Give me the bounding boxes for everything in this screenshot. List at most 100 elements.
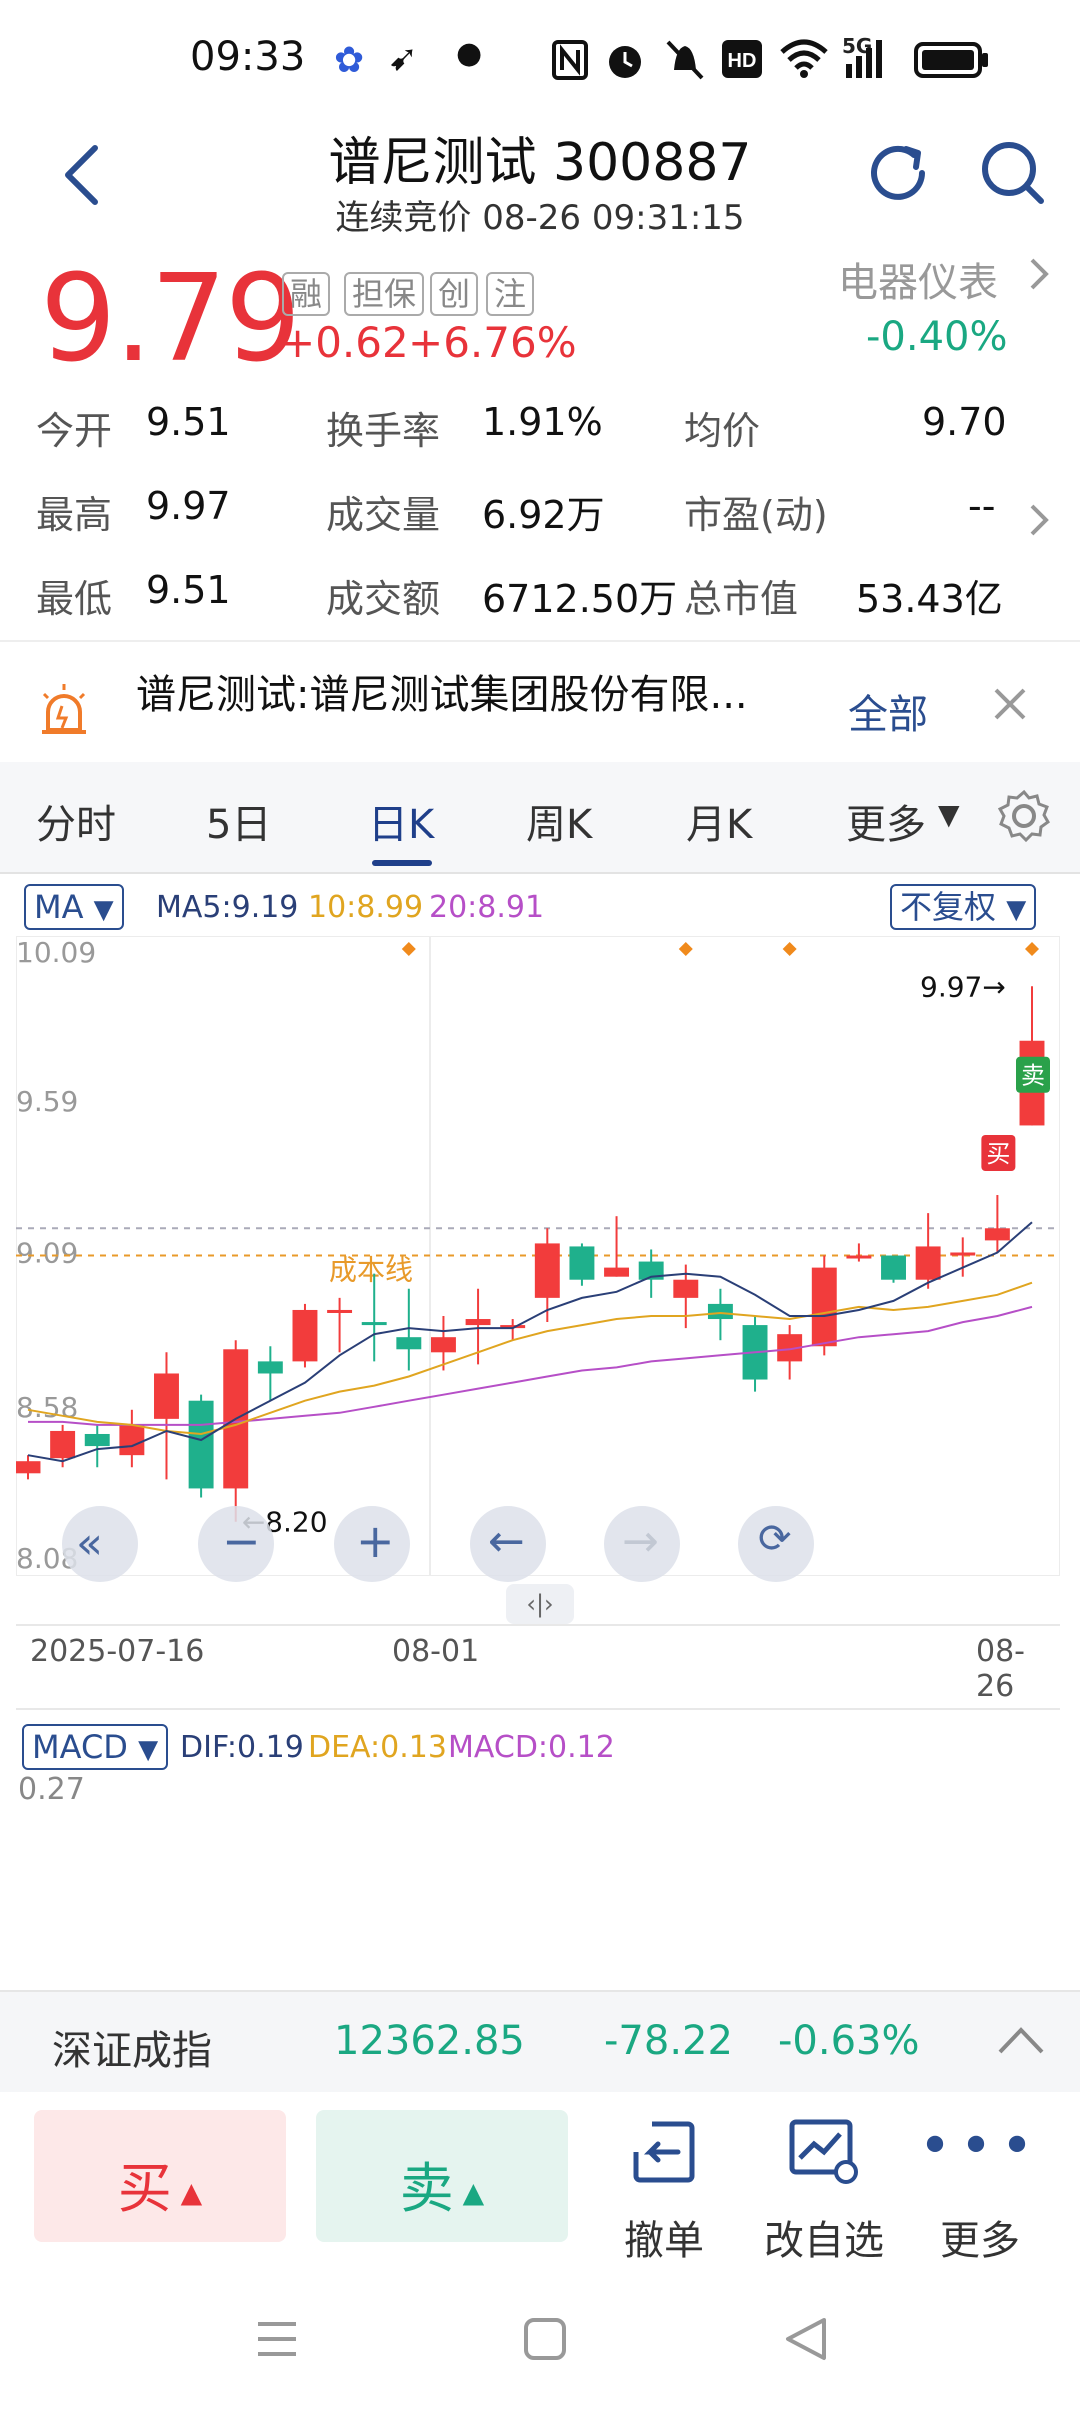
- candle-body: [915, 1246, 941, 1280]
- macd-legend: MACD:0.12: [448, 1730, 615, 1765]
- scroll-left-button[interactable]: ←: [470, 1506, 546, 1582]
- tab-more-caret-icon[interactable]: ▼: [938, 798, 960, 831]
- macd-axis-top: 0.27: [18, 1772, 85, 1807]
- scroll-left-fast-button[interactable]: «: [62, 1506, 138, 1582]
- ma5-legend: MA5:9.19: [156, 890, 299, 925]
- plus-icon: +: [356, 1514, 395, 1568]
- ma-caret-icon: ▼: [93, 895, 114, 925]
- announcement-bar[interactable]: 谱尼测试:谱尼测试集团股份有限... 全部: [0, 640, 1080, 762]
- zoom-in-button[interactable]: +: [334, 1506, 410, 1582]
- candle-body: [534, 1243, 560, 1298]
- macd-selector[interactable]: MACD ▼: [22, 1724, 169, 1770]
- x-label-end: 08-26: [976, 1634, 1025, 1704]
- wifi-icon: [780, 39, 828, 78]
- stat-value-open: 9.51: [146, 400, 231, 444]
- zoom-out-button[interactable]: −: [198, 1506, 274, 1582]
- buy-button-row: 买 ▲: [34, 2144, 286, 2223]
- buy-button-label: 买: [117, 2157, 172, 2220]
- refresh-icon[interactable]: [860, 135, 936, 211]
- trade-action-bar: 买 ▲ 卖 ▲ 撤单 改自选 ••• 更多: [0, 2090, 1080, 2280]
- back-nav-icon[interactable]: [782, 2314, 830, 2364]
- candle-body: [846, 1255, 872, 1259]
- tab-5day[interactable]: 5日: [206, 802, 272, 848]
- index-change-pct: -0.63%: [778, 2018, 920, 2064]
- index-name: 深证成指: [52, 2028, 212, 2074]
- menu-icon[interactable]: [254, 2316, 300, 2362]
- back-icon[interactable]: [50, 140, 120, 210]
- feather-icon: ➹: [388, 38, 419, 79]
- period-tabs: 分时 5日 日K 周K 月K 更多 ▼: [0, 762, 1080, 874]
- cancel-order-icon: [633, 2121, 695, 2183]
- stat-label-amount: 成交额: [326, 577, 441, 621]
- candle-body: [465, 1319, 491, 1326]
- tab-daily-k[interactable]: 日K: [368, 802, 435, 848]
- rotate-screen-button[interactable]: ⟳: [738, 1506, 814, 1582]
- stat-value-low: 9.51: [146, 568, 231, 612]
- scroll-right-button[interactable]: →: [604, 1506, 680, 1582]
- candle-body: [811, 1267, 837, 1347]
- cost-line-label: 成本线: [329, 1254, 413, 1287]
- y-tick-label: 8.58: [16, 1391, 78, 1424]
- settings-gear-icon[interactable]: [996, 788, 1052, 844]
- candle-body: [604, 1267, 630, 1277]
- tab-weekly-k[interactable]: 周K: [526, 802, 593, 848]
- more-dots-icon: •••: [918, 2114, 1042, 2179]
- index-value: 12362.85: [334, 2018, 525, 2064]
- search-icon[interactable]: [975, 135, 1051, 211]
- candle-body: [430, 1337, 456, 1353]
- arrow-left-icon: ←: [488, 1516, 525, 1567]
- candle-body: [50, 1430, 76, 1459]
- chart-resize-handle[interactable]: ‹|›: [506, 1584, 574, 1624]
- stat-value-volume: 6.92万: [482, 493, 605, 537]
- sector-name[interactable]: 电器仪表: [838, 260, 998, 306]
- adjust-selector[interactable]: 不复权 ▼: [890, 884, 1037, 930]
- sell-button[interactable]: 卖 ▲: [316, 2110, 568, 2242]
- home-icon[interactable]: [522, 2316, 568, 2362]
- ma20-legend: 20:8.91: [429, 890, 545, 925]
- y-tick-label: 10.09: [16, 936, 96, 969]
- kline-chart-panel[interactable]: MA ▼ MA5:9.19 10:8.99 20:8.91 不复权 ▼ 10.0…: [16, 872, 1060, 1990]
- stat-value-avg: 9.70: [922, 400, 1007, 444]
- announcement-text[interactable]: 谱尼测试:谱尼测试集团股份有限...: [136, 672, 748, 718]
- ma10-legend: 10:8.99: [308, 890, 424, 925]
- tab-monthly-k[interactable]: 月K: [686, 802, 753, 848]
- candle-body: [292, 1309, 318, 1362]
- stat-label-turnover: 换手率: [326, 409, 441, 453]
- edit-watchlist-label: 改自选: [764, 2218, 884, 2264]
- sell-caret-icon: ▲: [453, 2175, 485, 2209]
- dot-icon: ●: [456, 36, 483, 71]
- dif-legend: DIF:0.19: [180, 1730, 304, 1765]
- stat-label-open: 今开: [36, 409, 113, 453]
- candle-body: [881, 1255, 906, 1280]
- ma-selector-label: MA: [34, 888, 84, 926]
- hd-icon: HD: [722, 40, 762, 78]
- sell-button-label: 卖: [399, 2157, 454, 2220]
- tab-more[interactable]: 更多: [846, 802, 926, 848]
- stat-value-pe: --: [968, 484, 996, 528]
- stat-label-volume: 成交量: [326, 493, 441, 537]
- stat-label-avg: 均价: [684, 409, 761, 453]
- svg-text:HD: HD: [728, 50, 757, 72]
- ma-selector[interactable]: MA ▼: [24, 884, 124, 930]
- buy-marker-text: 买: [986, 1140, 1010, 1168]
- candle-body: [119, 1424, 145, 1456]
- announcement-all-link[interactable]: 全部: [848, 692, 928, 738]
- tag-registration: 注: [486, 272, 535, 316]
- tab-intraday[interactable]: 分时: [36, 802, 116, 848]
- close-icon[interactable]: [990, 684, 1030, 724]
- dea-legend: DEA:0.13: [308, 1730, 447, 1765]
- buy-button[interactable]: 买 ▲: [34, 2110, 286, 2242]
- chevron-up-icon[interactable]: [996, 2022, 1046, 2058]
- stock-title: 谱尼测试 300887: [328, 133, 752, 193]
- signal-icon: [846, 40, 882, 78]
- index-ticker-bar[interactable]: 深证成指 12362.85 -78.22 -0.63%: [0, 1990, 1080, 2092]
- double-chevron-left-icon: «: [76, 1518, 103, 1569]
- stats-expand-chevron-icon[interactable]: [1024, 502, 1052, 538]
- cancel-order-label: 撤单: [624, 2218, 704, 2264]
- buy-caret-icon: ▲: [171, 2175, 203, 2209]
- adjust-selector-label: 不复权: [900, 888, 997, 926]
- sector-chevron-icon[interactable]: [1024, 256, 1052, 292]
- alarm-icon: [609, 46, 641, 78]
- sell-marker-text: 卖: [1021, 1062, 1045, 1090]
